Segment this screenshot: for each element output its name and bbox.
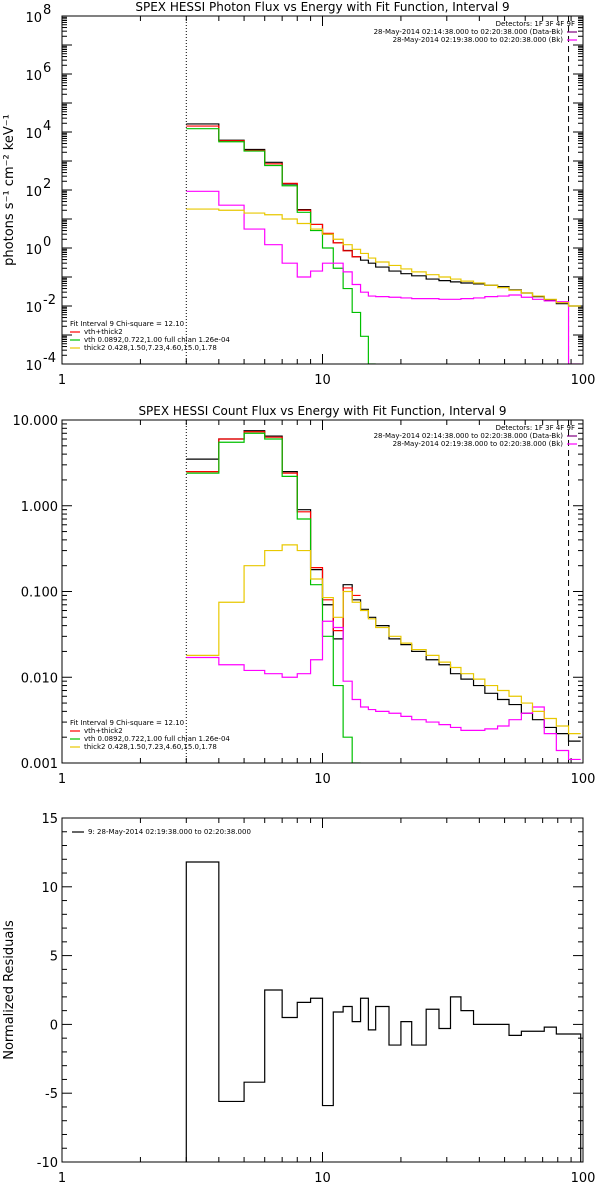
x-tick-label: 10	[314, 373, 331, 388]
series-line-1	[186, 430, 581, 742]
y-tick-exponent: -4	[43, 351, 56, 366]
x-tick-label: 100	[571, 772, 596, 787]
y-tick-exponent: 4	[43, 119, 51, 134]
legend-fit-entry: vth 0.0892,0.722,1.00 full chian 1.26e-0…	[84, 735, 230, 743]
y-tick-exponent: 8	[43, 3, 51, 18]
legend-top-title: Detectors: 1F 3F 4F 9F	[496, 424, 575, 432]
x-tick-label: 100	[571, 373, 596, 388]
series-group	[185, 861, 582, 1162]
legend-top-entry: 28-May-2014 02:19:38.000 to 02:20:38.000…	[393, 36, 564, 44]
y-tick-exponent: 6	[43, 61, 51, 76]
legend-top-entry: 28-May-2014 02:14:38.000 to 02:20:38.000…	[374, 28, 564, 36]
chart-title: SPEX HESSI Photon Flux vs Energy with Fi…	[135, 0, 509, 14]
legend-fit-title: Fit Interval 9 Chi-square = 12.10	[70, 719, 184, 727]
legend-fit-entry: thick2 0.428,1.50,7.23,4.60,15.0,1.78	[84, 743, 217, 751]
y-tick-label: 10	[25, 243, 42, 258]
legend-top-entry: 28-May-2014 02:14:38.000 to 02:20:38.000…	[374, 432, 564, 440]
y-axis-label: photons s⁻¹ cm⁻² keV⁻¹	[2, 114, 17, 266]
chart-title: SPEX HESSI Count Flux vs Energy with Fit…	[138, 404, 506, 418]
x-tick-label: 10	[314, 772, 331, 787]
panel-2: SPEX HESSI Count Flux vs Energy with Fit…	[13, 404, 596, 787]
y-tick-label: 10	[25, 185, 42, 200]
legend-fit-entry: vth 0.0892,0.722,1.00 full chian 1.26e-0…	[84, 336, 230, 344]
x-tick-label: 10	[314, 1171, 331, 1186]
series-line-4	[186, 620, 581, 761]
y-tick-label: 15	[41, 812, 58, 827]
panel-3: Normalized Residuals 1 10 100 -10 -5 0 5 10 15 9: …	[2, 812, 595, 1186]
x-tick-label: 1	[58, 772, 66, 787]
series-line-3	[186, 432, 361, 763]
plot-frame	[61, 817, 584, 1163]
y-tick-exponent: -2	[43, 293, 56, 308]
series-line-2	[186, 431, 361, 632]
plot-frame	[61, 15, 584, 365]
legend-fit-entry: vth+thick2	[84, 727, 123, 735]
series-line-3	[186, 128, 376, 364]
legend-fit-title: Fit Interval 9 Chi-square = 12.10	[70, 320, 184, 328]
series-group	[186, 430, 581, 763]
series-group	[186, 123, 581, 364]
series-line-1	[185, 861, 582, 1162]
legend-fit-entry: thick2 0.428,1.50,7.23,4.60,15.0,1.78	[84, 344, 217, 352]
x-tick-label: 100	[571, 1171, 596, 1186]
legend-top-entry: 9: 28-May-2014 02:19:38.000 to 02:20:38.…	[88, 828, 251, 836]
y-tick-label: 1.000	[21, 500, 58, 515]
y-tick-label: 0.010	[21, 671, 58, 686]
legend-top-title: Detectors: 1F 3F 4F 9F	[496, 20, 575, 28]
y-tick-label: 10	[25, 69, 42, 84]
y-tick-label: 10	[41, 881, 58, 896]
y-tick-label: 0.001	[21, 757, 58, 772]
y-axis-label: Normalized Residuals	[2, 920, 17, 1060]
y-tick-exponent: 2	[43, 177, 51, 192]
x-tick-label: 1	[58, 1171, 66, 1186]
y-tick-label: -10	[37, 1156, 58, 1171]
y-tick-exponent: 0	[43, 235, 51, 250]
y-tick-label: 5	[50, 950, 58, 965]
legend-fit-entry: vth+thick2	[84, 328, 123, 336]
y-tick-label: 0	[50, 1018, 58, 1033]
y-tick-label: 10	[25, 11, 42, 26]
x-tick-label: 1	[58, 373, 66, 388]
series-line-5	[186, 208, 581, 307]
legend-top-entry: 28-May-2014 02:19:38.000 to 02:20:38.000…	[393, 440, 564, 448]
series-line-4	[186, 190, 581, 364]
y-tick-label: -5	[45, 1087, 58, 1102]
y-tick-label: 10	[25, 127, 42, 142]
plot-frame	[61, 419, 584, 764]
y-tick-label: 10	[25, 359, 42, 374]
y-tick-label: 0.100	[21, 586, 58, 601]
series-line-5	[186, 544, 581, 735]
y-tick-label: 10	[25, 301, 42, 316]
y-tick-label: 10.000	[13, 414, 59, 429]
panel-1: SPEX HESSI Photon Flux vs Energy with Fi…	[2, 0, 595, 388]
